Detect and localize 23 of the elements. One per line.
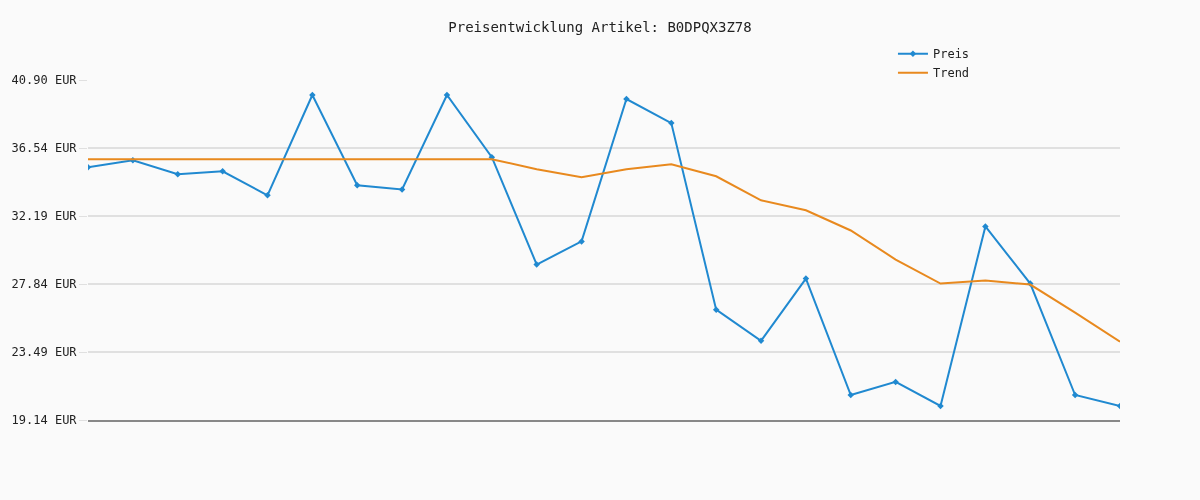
- y-tick-label: 32.19 EUR: [11, 209, 78, 224]
- legend-label: Preis: [932, 47, 970, 62]
- y-tick-label: 36.54 EUR: [11, 141, 78, 156]
- point: [847, 391, 855, 399]
- point: [353, 182, 361, 189]
- point: [578, 238, 585, 245]
- point: [712, 306, 720, 313]
- chart-title: Preisentwicklung Artikel: B0DPQX3Z78: [448, 19, 752, 36]
- point: [264, 192, 271, 199]
- y-tick-label: 23.49 EUR: [11, 345, 78, 360]
- y-tick-label: 27.84 EUR: [11, 277, 78, 292]
- legend-label: Trend: [932, 66, 970, 81]
- point: [668, 119, 675, 127]
- y-tick-label: 40.90 EUR: [11, 73, 78, 88]
- point: [892, 378, 899, 386]
- point: [982, 223, 989, 230]
- point: [219, 168, 226, 175]
- point: [1071, 391, 1079, 399]
- point: [533, 261, 540, 268]
- y-tick-label: 19.14 EUR: [11, 413, 78, 428]
- point: [443, 91, 451, 99]
- point: [757, 337, 765, 345]
- point: [174, 170, 181, 178]
